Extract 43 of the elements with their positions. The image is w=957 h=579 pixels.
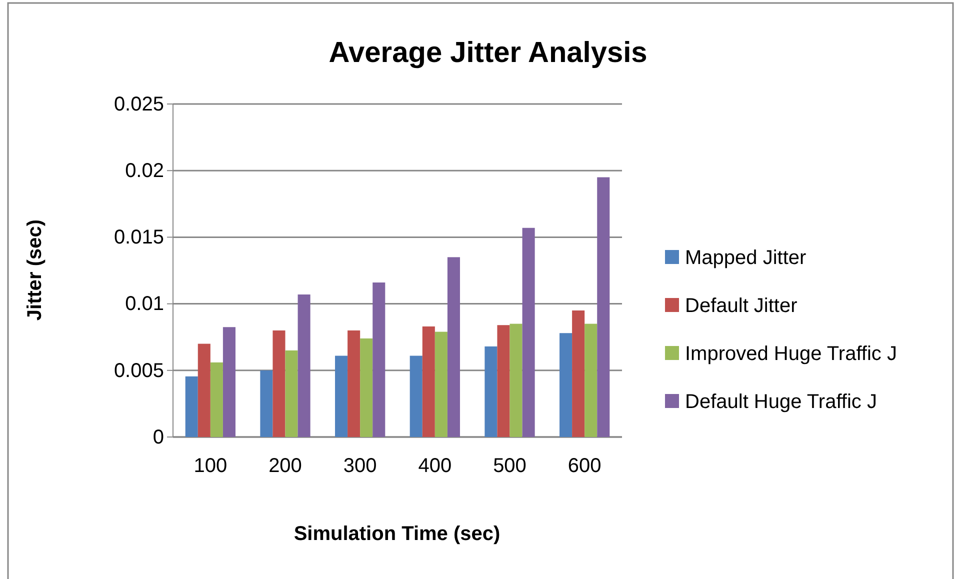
y-axis-title: Jitter (sec) [24, 219, 46, 321]
bar [260, 370, 273, 437]
bar [447, 257, 460, 437]
x-tick-label: 300 [343, 455, 377, 477]
bar [360, 338, 373, 437]
bar [422, 326, 435, 437]
bar [484, 346, 498, 437]
legend-label: Default Huge Traffic J [685, 391, 877, 413]
bar [560, 333, 572, 437]
y-tick-label: 0.005 [114, 360, 164, 382]
bar [510, 324, 522, 437]
y-tick-label: 0.025 [114, 93, 164, 116]
bar [572, 310, 585, 437]
x-tick-label: 500 [493, 455, 526, 477]
y-tick-label: 0.01 [125, 293, 164, 316]
x-tick-label: 600 [568, 455, 602, 477]
bar [348, 330, 360, 437]
bar [198, 344, 210, 437]
legend-label: Improved Huge Traffic J [685, 343, 897, 365]
x-tick-label: 200 [268, 455, 302, 477]
bar [285, 350, 298, 437]
bar [597, 177, 610, 437]
bar [372, 282, 386, 437]
y-tick-label: 0.02 [125, 160, 164, 182]
bar [584, 324, 598, 437]
bar [335, 356, 348, 437]
y-tick-label: 0.015 [114, 226, 164, 249]
bar [185, 376, 198, 437]
bar [298, 294, 310, 437]
y-tick-label: 0 [152, 426, 164, 448]
legend-label: Mapped Jitter [685, 247, 807, 269]
chart-title: Average Jitter Analysis [328, 37, 648, 69]
bar [522, 228, 535, 437]
bar [434, 332, 448, 437]
legend-label: Default Jitter [685, 295, 798, 317]
x-axis-title: Simulation Time (sec) [294, 523, 500, 545]
x-tick-label: 100 [194, 455, 228, 477]
bar [222, 327, 236, 437]
bar [272, 330, 286, 437]
bar [410, 356, 422, 437]
x-tick-label: 400 [418, 455, 452, 477]
bar [210, 362, 223, 437]
bar [497, 325, 510, 437]
